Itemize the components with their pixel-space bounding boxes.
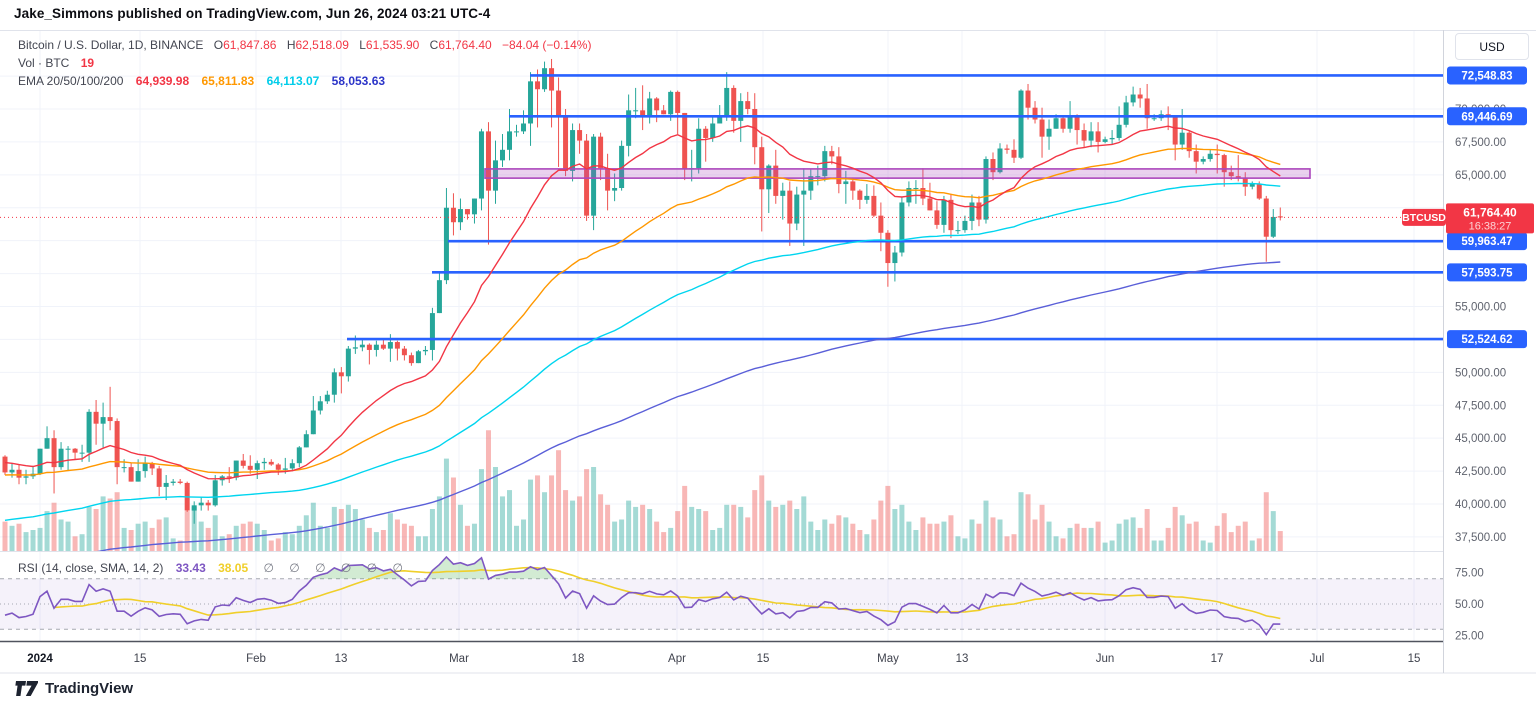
svg-text:37,500.00: 37,500.00 <box>1455 532 1506 544</box>
ema-lines <box>4 125 1281 551</box>
svg-text:47,500.00: 47,500.00 <box>1455 400 1506 412</box>
svg-text:18: 18 <box>572 653 585 665</box>
svg-text:50.00: 50.00 <box>1455 599 1484 611</box>
svg-text:75.00: 75.00 <box>1455 568 1484 580</box>
svg-text:69,446.69: 69,446.69 <box>1461 111 1512 123</box>
svg-text:Jun: Jun <box>1096 653 1115 665</box>
svg-text:61,764.40: 61,764.40 <box>1463 205 1517 219</box>
svg-text:Apr: Apr <box>668 653 686 665</box>
symbol-title[interactable]: Bitcoin / U.S. Dollar, 1D, BINANCE <box>18 38 204 52</box>
volume-bars <box>2 430 1283 551</box>
svg-text:Jul: Jul <box>1310 653 1325 665</box>
rsi-pane <box>0 555 1443 637</box>
svg-text:BTCUSD: BTCUSD <box>1402 212 1446 224</box>
svg-text:25.00: 25.00 <box>1455 631 1484 643</box>
publish-header-text: Jake_Simmons published on TradingView.co… <box>14 6 491 21</box>
svg-text:72,548.83: 72,548.83 <box>1461 70 1512 82</box>
time-axis[interactable]: 2024 15 Feb 13 Mar 18 Apr 15 May 13 Jun 17 Jul 15 <box>27 653 1420 665</box>
svg-text:May: May <box>877 653 899 665</box>
svg-text:17: 17 <box>1211 653 1224 665</box>
svg-text:13: 13 <box>956 653 969 665</box>
svg-text:15: 15 <box>134 653 147 665</box>
tradingview-logo-icon <box>15 681 38 696</box>
svg-text:65,000.00: 65,000.00 <box>1455 170 1506 182</box>
svg-text:15: 15 <box>757 653 770 665</box>
svg-text:42,500.00: 42,500.00 <box>1455 466 1506 478</box>
publish-header: Jake_Simmons published on TradingView.co… <box>14 6 490 21</box>
currency-button[interactable]: USD <box>1455 33 1529 60</box>
support-zone[interactable] <box>484 168 1311 179</box>
svg-text:40,000.00: 40,000.00 <box>1455 499 1506 511</box>
tradingview-brand-text: TradingView <box>45 680 134 697</box>
svg-text:50,000.00: 50,000.00 <box>1455 367 1506 379</box>
svg-text:15: 15 <box>1408 653 1421 665</box>
candles-layer <box>2 58 1283 524</box>
svg-text:52,524.62: 52,524.62 <box>1461 334 1512 346</box>
svg-text:13: 13 <box>335 653 348 665</box>
level-badges: 72,548.83 69,446.69 59,963.47 57,593.75 52,5… <box>1447 66 1527 349</box>
svg-text:2024: 2024 <box>27 653 53 665</box>
svg-text:Mar: Mar <box>449 653 469 665</box>
price-axis[interactable]: 70,000.0067,500.0065,000.0062,500.0060,0… <box>1455 104 1506 643</box>
level-lines[interactable] <box>347 74 1443 341</box>
svg-text:55,000.00: 55,000.00 <box>1455 302 1506 314</box>
svg-text:67,500.00: 67,500.00 <box>1455 137 1506 149</box>
svg-text:57,593.75: 57,593.75 <box>1461 267 1513 279</box>
svg-text:Feb: Feb <box>246 653 266 665</box>
svg-text:59,963.47: 59,963.47 <box>1461 236 1512 248</box>
svg-text:16:38:27: 16:38:27 <box>1469 220 1512 232</box>
svg-text:45,000.00: 45,000.00 <box>1455 433 1506 445</box>
pane-borders <box>0 30 1536 674</box>
tradingview-footer[interactable]: TradingView <box>14 680 133 697</box>
